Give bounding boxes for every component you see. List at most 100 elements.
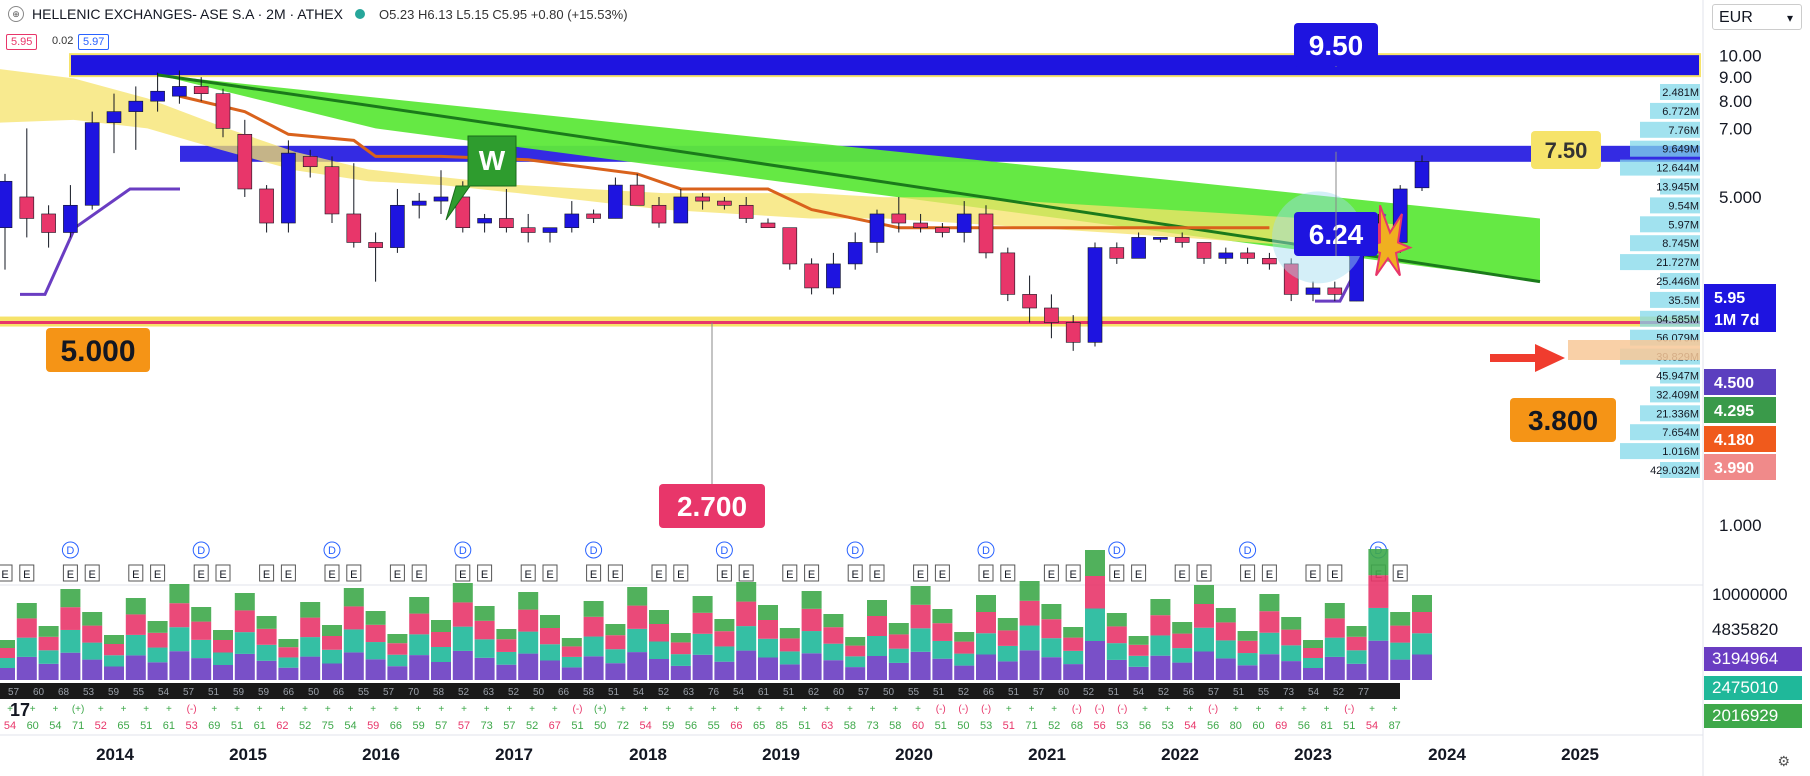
earnings-marker[interactable] bbox=[280, 564, 296, 582]
candle[interactable] bbox=[281, 152, 296, 224]
sell-price-box[interactable]: 5.95 bbox=[6, 34, 38, 50]
candle[interactable] bbox=[1174, 237, 1190, 243]
earnings-marker[interactable] bbox=[193, 564, 209, 582]
candle[interactable] bbox=[128, 100, 144, 112]
candle[interactable] bbox=[608, 184, 623, 219]
earnings-marker[interactable] bbox=[411, 564, 427, 582]
candle[interactable] bbox=[215, 93, 231, 129]
candle[interactable] bbox=[804, 263, 819, 289]
candle[interactable] bbox=[106, 111, 122, 123]
earnings-marker[interactable] bbox=[128, 564, 144, 582]
candle[interactable] bbox=[651, 204, 667, 224]
earnings-marker[interactable] bbox=[1305, 564, 1321, 582]
earnings-marker[interactable] bbox=[542, 564, 558, 582]
earnings-marker[interactable] bbox=[455, 564, 471, 582]
candle[interactable] bbox=[324, 166, 340, 215]
earnings-marker[interactable] bbox=[738, 564, 754, 582]
dividend-marker[interactable] bbox=[585, 541, 603, 559]
earnings-marker[interactable] bbox=[150, 564, 166, 582]
candle[interactable] bbox=[259, 188, 274, 224]
candle[interactable] bbox=[673, 196, 689, 224]
earnings-marker[interactable] bbox=[62, 564, 78, 582]
dividend-marker[interactable] bbox=[61, 541, 79, 559]
dividend-marker[interactable] bbox=[1108, 541, 1126, 559]
candle[interactable] bbox=[390, 204, 405, 248]
earnings-marker[interactable] bbox=[1240, 564, 1256, 582]
candle[interactable] bbox=[1240, 252, 1255, 259]
candle[interactable] bbox=[978, 213, 994, 254]
candle[interactable] bbox=[738, 204, 754, 219]
candle[interactable] bbox=[782, 227, 798, 265]
candle[interactable] bbox=[869, 213, 885, 243]
earnings-marker[interactable] bbox=[978, 564, 994, 582]
earnings-marker[interactable] bbox=[869, 564, 885, 582]
candle[interactable] bbox=[629, 184, 645, 206]
candle[interactable] bbox=[411, 200, 427, 206]
earnings-marker[interactable] bbox=[1196, 564, 1212, 582]
earnings-marker[interactable] bbox=[586, 564, 602, 582]
earnings-marker[interactable] bbox=[847, 564, 863, 582]
candle[interactable] bbox=[847, 242, 863, 265]
candle[interactable] bbox=[1218, 252, 1234, 259]
dividend-marker[interactable] bbox=[846, 541, 864, 559]
candle[interactable] bbox=[193, 86, 209, 94]
earnings-marker[interactable] bbox=[651, 564, 667, 582]
candle[interactable] bbox=[0, 180, 13, 229]
dividend-marker[interactable] bbox=[715, 541, 733, 559]
candle[interactable] bbox=[1327, 287, 1343, 295]
dividend-marker[interactable] bbox=[1239, 541, 1257, 559]
candle[interactable] bbox=[302, 156, 318, 168]
earnings-marker[interactable] bbox=[1327, 564, 1343, 582]
earnings-marker[interactable] bbox=[259, 564, 275, 582]
candle[interactable] bbox=[1262, 258, 1277, 265]
candle[interactable] bbox=[172, 86, 187, 97]
candle[interactable] bbox=[956, 213, 972, 233]
earnings-marker[interactable] bbox=[782, 564, 798, 582]
earnings-marker[interactable] bbox=[1392, 564, 1408, 582]
earnings-marker[interactable] bbox=[1000, 564, 1016, 582]
candle[interactable] bbox=[564, 213, 580, 229]
earnings-marker[interactable] bbox=[389, 564, 405, 582]
candle[interactable] bbox=[586, 213, 601, 219]
dividend-marker[interactable] bbox=[454, 541, 472, 559]
candle[interactable] bbox=[826, 263, 841, 289]
currency-select[interactable]: EUR ▾ bbox=[1712, 4, 1802, 30]
earnings-marker[interactable] bbox=[1109, 564, 1125, 582]
candle[interactable] bbox=[84, 122, 100, 206]
candle[interactable] bbox=[1131, 237, 1146, 259]
candle[interactable] bbox=[63, 204, 78, 233]
candle[interactable] bbox=[1153, 237, 1168, 240]
earnings-marker[interactable] bbox=[324, 564, 340, 582]
candle[interactable] bbox=[477, 218, 492, 224]
earnings-marker[interactable] bbox=[1131, 564, 1147, 582]
candle[interactable] bbox=[150, 90, 165, 102]
dividend-marker[interactable] bbox=[977, 541, 995, 559]
earnings-marker[interactable] bbox=[1043, 564, 1059, 582]
earnings-marker[interactable] bbox=[0, 564, 13, 582]
buy-price-box[interactable]: 5.97 bbox=[78, 34, 110, 50]
earnings-marker[interactable] bbox=[673, 564, 689, 582]
candle[interactable] bbox=[1065, 322, 1081, 343]
dividend-marker[interactable] bbox=[323, 541, 341, 559]
earnings-marker[interactable] bbox=[1065, 564, 1081, 582]
candle[interactable] bbox=[1414, 161, 1430, 189]
earnings-marker[interactable] bbox=[215, 564, 231, 582]
candle[interactable] bbox=[520, 227, 536, 233]
candle[interactable] bbox=[717, 200, 732, 206]
candle[interactable] bbox=[1087, 247, 1103, 343]
candle[interactable] bbox=[760, 222, 776, 229]
earnings-marker[interactable] bbox=[520, 564, 536, 582]
candle[interactable] bbox=[237, 133, 253, 190]
candle[interactable] bbox=[1196, 242, 1212, 259]
earnings-marker[interactable] bbox=[19, 564, 35, 582]
earnings-marker[interactable] bbox=[716, 564, 732, 582]
candle[interactable] bbox=[1283, 263, 1299, 295]
candle[interactable] bbox=[41, 213, 56, 233]
candle[interactable] bbox=[433, 196, 449, 202]
earnings-marker[interactable] bbox=[913, 564, 929, 582]
candle[interactable] bbox=[542, 227, 558, 233]
candle[interactable] bbox=[935, 227, 950, 233]
earnings-marker[interactable] bbox=[607, 564, 623, 582]
dividend-marker[interactable] bbox=[192, 541, 210, 559]
